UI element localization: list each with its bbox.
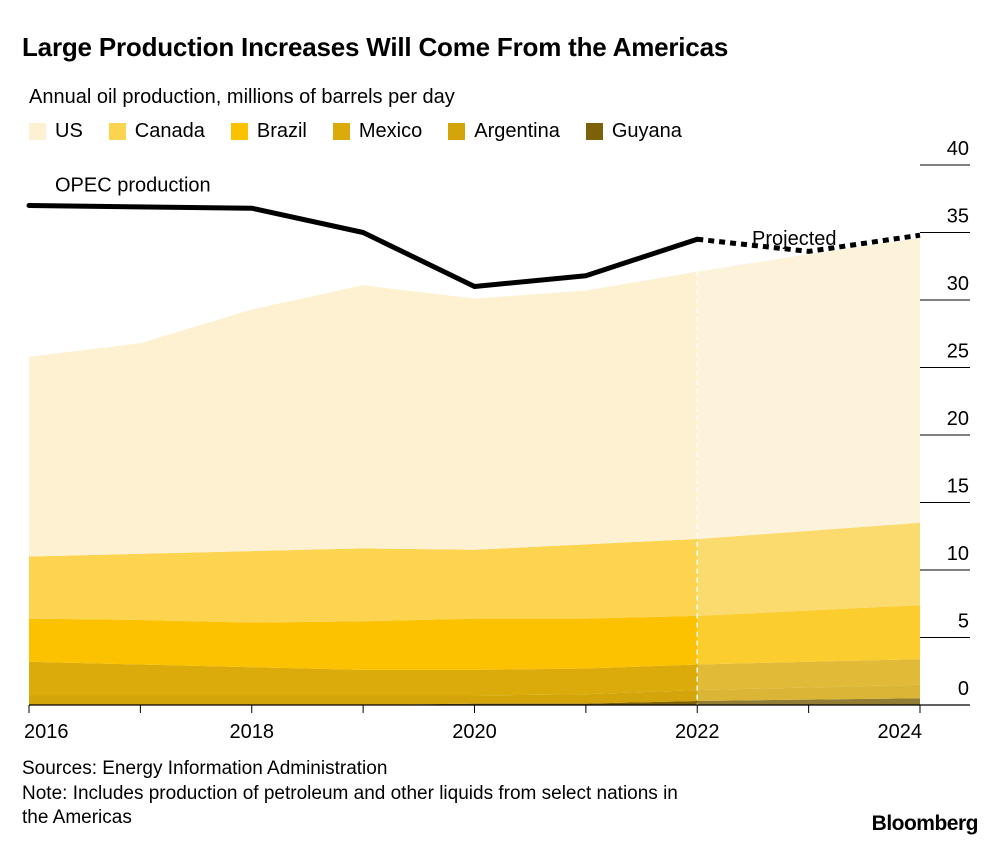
y-tick-label: 30 — [947, 273, 969, 295]
bloomberg-logo: Bloomberg — [871, 812, 979, 835]
legend-item-us: US — [29, 120, 83, 143]
footnote-line-1: Note: Includes production of petroleum a… — [22, 783, 678, 804]
x-tick-label: 2024 — [878, 721, 923, 743]
legend-item-mexico: Mexico — [332, 120, 423, 143]
y-tick-label: 5 — [958, 611, 969, 633]
legend-item-argentina: Argentina — [448, 120, 560, 143]
footnote-line-2: the Americas — [22, 807, 132, 828]
y-tick-label: 10 — [947, 543, 969, 565]
y-tick-label: 25 — [947, 341, 969, 363]
y-axis: 0 5 10 15 20 25 30 35 40 — [920, 138, 970, 706]
opec-line-actual — [26, 203, 700, 289]
legend-swatch-brazil — [230, 123, 248, 140]
y-tick-label: 20 — [947, 408, 969, 430]
chart-title: Large Production Increases Will Come Fro… — [22, 32, 729, 62]
legend-item-brazil: Brazil — [230, 120, 307, 143]
legend-swatch-guyana — [585, 123, 603, 140]
x-axis: 2016 2018 2020 2022 2024 — [24, 704, 970, 743]
projection-overlay — [697, 165, 920, 705]
opec-line-projected — [696, 232, 921, 254]
legend-swatch-argentina — [448, 123, 466, 140]
y-tick-label: 0 — [958, 678, 969, 700]
projected-label: Projected — [752, 228, 837, 250]
x-tick-label: 2016 — [24, 721, 69, 743]
legend-label-guyana: Guyana — [611, 120, 682, 142]
y-tick-label: 15 — [947, 476, 969, 498]
legend-item-canada: Canada — [108, 120, 205, 143]
area-argentina — [29, 684, 920, 705]
legend: US Canada Brazil Mexico Argentina Guyana — [29, 120, 708, 143]
y-tick-label: 40 — [947, 138, 969, 160]
legend-swatch-us — [29, 123, 46, 140]
x-tick-label: 2022 — [675, 721, 720, 743]
legend-swatch-canada — [108, 123, 126, 140]
opec-label: OPEC production — [55, 175, 211, 197]
legend-item-guyana: Guyana — [585, 120, 682, 143]
legend-label-us: US — [55, 120, 83, 142]
sources-note: Sources: Energy Information Administrati… — [22, 758, 388, 779]
legend-label-mexico: Mexico — [358, 120, 423, 142]
x-tick-label: 2020 — [452, 721, 497, 743]
y-tick-label: 35 — [947, 206, 969, 228]
legend-label-canada: Canada — [134, 120, 205, 142]
area-guyana — [29, 698, 920, 705]
legend-label-argentina: Argentina — [474, 120, 560, 142]
chart-subtitle: Annual oil production, millions of barre… — [29, 86, 455, 108]
legend-label-brazil: Brazil — [256, 120, 307, 142]
x-tick-label: 2018 — [230, 721, 275, 743]
legend-swatch-mexico — [332, 123, 350, 140]
